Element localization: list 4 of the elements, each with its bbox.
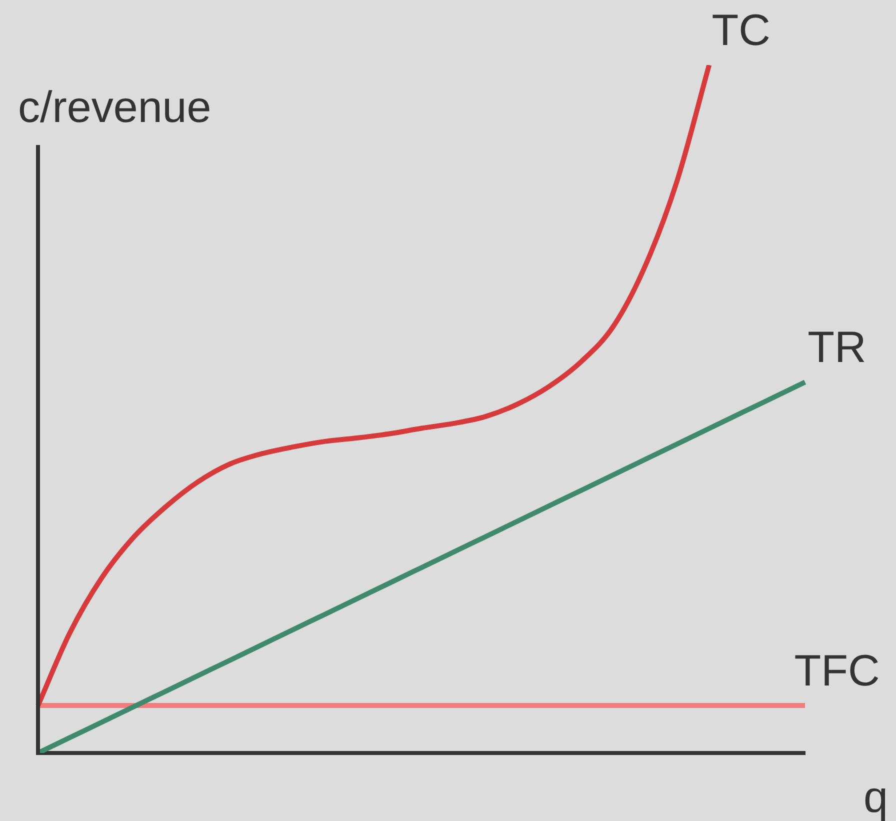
series-label: TC	[712, 6, 770, 55]
y-axis-title: c/revenue	[18, 83, 212, 132]
series-label: TFC	[794, 646, 880, 696]
series-label: TR	[808, 323, 866, 372]
